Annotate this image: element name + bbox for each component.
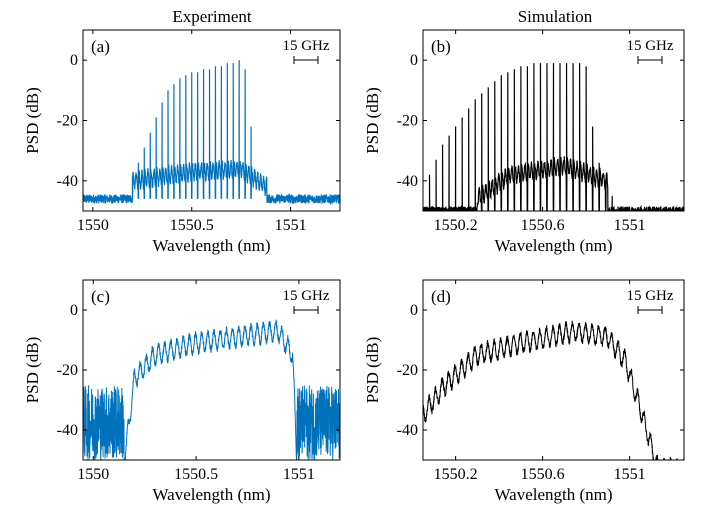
x-tick-label: 1550.2 bbox=[434, 217, 478, 234]
y-tick-label: 0 bbox=[70, 52, 78, 69]
y-tick-label: -40 bbox=[397, 173, 418, 190]
x-tick-label: 1551 bbox=[275, 217, 307, 234]
x-tick-label: 1550.5 bbox=[170, 217, 214, 234]
y-tick-label: -40 bbox=[57, 173, 78, 190]
x-tick-label: 1551 bbox=[614, 466, 646, 483]
y-tick-label: 0 bbox=[410, 52, 418, 69]
spectrum-trace bbox=[83, 319, 340, 460]
panel-a: 0 -20 -40 1550 1550.5 1551 Wavelength (nm) PSD … bbox=[23, 29, 341, 255]
y-tick-label: -40 bbox=[397, 422, 418, 439]
spectrum-trace bbox=[423, 320, 684, 460]
scale-bar-label: 15 GHz bbox=[282, 288, 329, 304]
scale-bar-label: 15 GHz bbox=[626, 38, 673, 54]
x-tick-label: 1550 bbox=[77, 466, 109, 483]
y-tick-label: -20 bbox=[57, 362, 78, 379]
column-title-experiment: Experiment bbox=[172, 7, 252, 26]
spectrum-trace bbox=[423, 63, 684, 211]
spectrum-trace bbox=[83, 60, 340, 206]
axes-frame bbox=[82, 29, 341, 212]
y-tick-label: -40 bbox=[57, 422, 78, 439]
x-tick-label: 1550.2 bbox=[434, 466, 478, 483]
y-axis-label: PSD (dB) bbox=[363, 87, 382, 154]
panel-c: 0 -20 -40 1550 1550.5 1551 Wavelength (nm) PSD … bbox=[23, 279, 341, 504]
x-tick-label: 1550.6 bbox=[521, 466, 565, 483]
y-axis-label: PSD (dB) bbox=[23, 87, 42, 154]
x-tick-label: 1550.6 bbox=[521, 217, 565, 234]
column-title-simulation: Simulation bbox=[518, 7, 593, 26]
panel-label: (d) bbox=[431, 287, 451, 306]
scale-bar-label: 15 GHz bbox=[282, 38, 329, 54]
y-tick-label: -20 bbox=[397, 362, 418, 379]
y-tick-label: 0 bbox=[410, 302, 418, 319]
axes-frame bbox=[422, 279, 685, 461]
x-axis-label: Wavelength (nm) bbox=[152, 485, 270, 504]
x-tick-label: 1550.5 bbox=[174, 466, 218, 483]
x-tick-label: 1551 bbox=[283, 466, 315, 483]
panel-label: (c) bbox=[91, 287, 110, 306]
scale-bar-label: 15 GHz bbox=[626, 288, 673, 304]
y-axis-label: PSD (dB) bbox=[363, 337, 382, 404]
y-tick-label: 0 bbox=[70, 302, 78, 319]
panel-label: (b) bbox=[431, 37, 451, 56]
y-tick-label: -20 bbox=[57, 113, 78, 130]
x-axis-label: Wavelength (nm) bbox=[494, 236, 612, 255]
y-tick-label: -20 bbox=[397, 113, 418, 130]
x-axis-label: Wavelength (nm) bbox=[494, 485, 612, 504]
y-axis-label: PSD (dB) bbox=[23, 337, 42, 404]
panel-label: (a) bbox=[91, 37, 110, 56]
x-tick-label: 1551 bbox=[614, 217, 646, 234]
x-axis-label: Wavelength (nm) bbox=[152, 236, 270, 255]
x-tick-label: 1550 bbox=[77, 217, 109, 234]
